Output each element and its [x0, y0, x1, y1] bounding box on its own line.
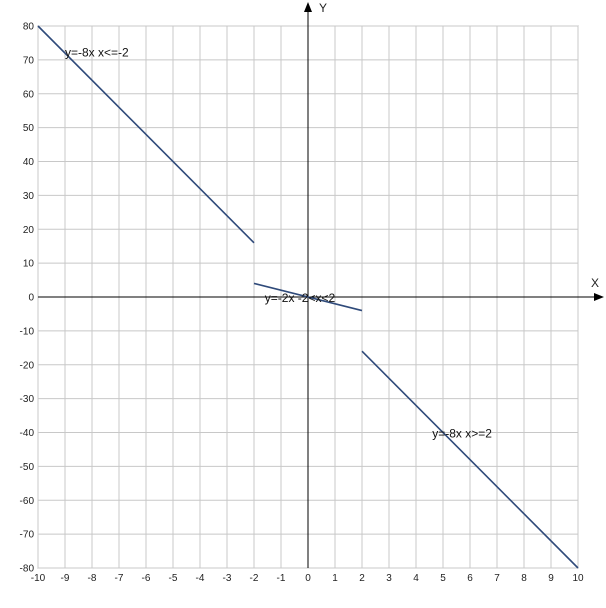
y-tick-label: -60 — [20, 496, 35, 507]
y-tick-label: -50 — [20, 462, 35, 473]
x-tick-label: 3 — [386, 573, 392, 584]
x-tick-label: -9 — [61, 573, 70, 584]
y-tick-label: 70 — [23, 55, 35, 66]
y-tick-label: -80 — [20, 564, 35, 575]
y-tick-labels: 80 70 60 50 40 30 20 10 0 -10 -20 -30 -40 -50 -60 -70 -8… — [20, 22, 35, 575]
y-tick-label: -30 — [20, 394, 35, 405]
x-axis-label: X — [591, 276, 599, 290]
x-tick-label: 7 — [494, 573, 500, 584]
y-axis-label: Y — [319, 1, 327, 15]
axes: X Y — [38, 1, 604, 568]
x-tick-label: -3 — [223, 573, 232, 584]
y-tick-label: 60 — [23, 89, 35, 100]
x-tick-label: -8 — [88, 573, 97, 584]
x-tick-label: -4 — [196, 573, 205, 584]
series — [37, 25, 579, 569]
x-axis-arrow — [594, 293, 604, 301]
annotation-label: y=-2x -2<x<2 — [265, 291, 336, 305]
x-tick-label: -5 — [169, 573, 178, 584]
x-tick-label: 2 — [359, 573, 365, 584]
y-axis-arrow — [304, 2, 312, 12]
y-tick-label: 0 — [28, 293, 34, 304]
y-tick-label: -20 — [20, 360, 35, 371]
y-tick-label: 80 — [23, 22, 35, 33]
x-tick-label: -2 — [250, 573, 259, 584]
x-tick-label: 4 — [413, 573, 419, 584]
y-tick-label: 10 — [23, 259, 35, 270]
y-tick-label: 30 — [23, 191, 35, 202]
x-tick-label: 5 — [440, 573, 446, 584]
y-tick-label: -70 — [20, 530, 35, 541]
x-tick-label: 10 — [572, 573, 584, 584]
y-tick-label: -40 — [20, 428, 35, 439]
y-tick-label: 20 — [23, 225, 35, 236]
annotations: y=-8x x<=-2 y=-2x -2<x<2 y=-8x x>=2 — [65, 45, 492, 440]
y-tick-label: 50 — [23, 123, 35, 134]
x-tick-label: 1 — [332, 573, 338, 584]
x-tick-label: -10 — [31, 573, 46, 584]
series-line-3 — [361, 350, 579, 569]
y-tick-label: 40 — [23, 157, 35, 168]
x-tick-label: 8 — [521, 573, 527, 584]
annotation-label: y=-8x x<=-2 — [65, 45, 129, 59]
series-line-2 — [253, 282, 363, 312]
annotation-label: y=-8x x>=2 — [432, 427, 492, 441]
y-tick-label: -10 — [20, 326, 35, 337]
x-tick-label: 9 — [548, 573, 554, 584]
series-line-1 — [37, 25, 255, 244]
x-tick-label: 6 — [467, 573, 473, 584]
x-tick-label: 0 — [305, 573, 311, 584]
x-tick-label: -6 — [142, 573, 151, 584]
x-tick-label: -1 — [277, 573, 286, 584]
x-tick-labels: -10 -9 -8 -7 -6 -5 -4 -3 -2 -1 0 1 2 3 4 5 6 7 8 9 10 — [31, 573, 584, 584]
x-tick-label: -7 — [115, 573, 124, 584]
